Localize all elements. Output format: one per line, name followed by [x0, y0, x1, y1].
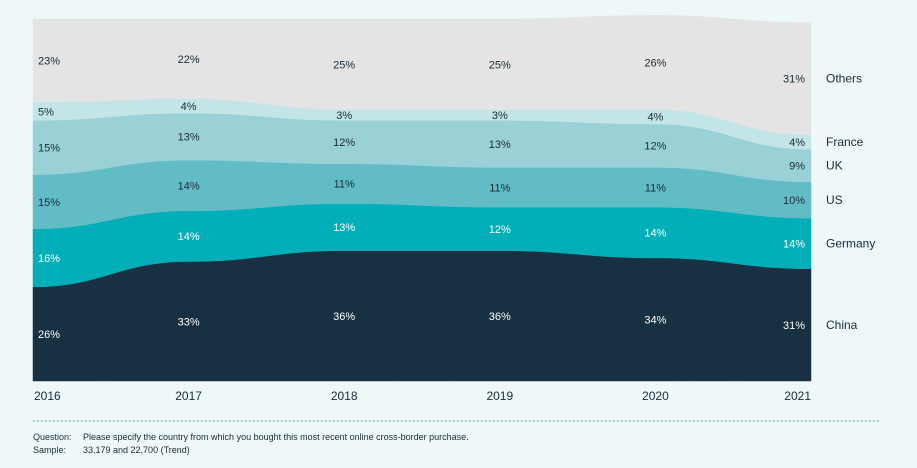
data-label-china-2021: 31% [783, 320, 805, 332]
data-label-others-2019: 25% [489, 59, 511, 71]
x-tick-2016: 2016 [34, 389, 61, 403]
data-label-france-2017: 4% [181, 101, 197, 113]
legend-uk: UK [826, 159, 843, 173]
data-label-germany-2021: 14% [783, 238, 805, 250]
data-label-others-2020: 26% [644, 57, 666, 69]
data-label-france-2021: 4% [789, 137, 805, 149]
data-label-france-2016: 5% [38, 106, 54, 118]
data-label-france-2018: 3% [336, 110, 352, 122]
data-label-us-2021: 10% [783, 195, 805, 207]
data-label-uk-2018: 12% [333, 137, 355, 149]
data-label-china-2016: 26% [38, 329, 60, 341]
area-china [32, 250, 812, 382]
area-layers [32, 15, 812, 382]
x-tick-2018: 2018 [331, 389, 358, 403]
data-label-others-2016: 23% [38, 56, 60, 68]
data-label-us-2016: 15% [38, 197, 60, 209]
data-label-germany-2020: 14% [644, 228, 666, 240]
data-label-others-2017: 22% [178, 54, 200, 66]
legend-france: France [826, 135, 864, 149]
x-tick-2021: 2021 [784, 389, 811, 403]
x-tick-2017: 2017 [175, 389, 202, 403]
data-label-uk-2016: 15% [38, 143, 60, 155]
x-tick-2019: 2019 [486, 389, 513, 403]
legend-others: Others [826, 72, 862, 86]
data-label-us-2020: 11% [645, 182, 666, 194]
data-label-germany-2017: 14% [178, 231, 200, 243]
footer-sample: Sample: 33,179 and 22,700 (Trend) [33, 444, 469, 457]
data-label-us-2017: 14% [178, 181, 200, 193]
data-label-uk-2020: 12% [644, 141, 666, 153]
sample-text: 33,179 and 22,700 (Trend) [83, 445, 190, 455]
data-label-china-2017: 33% [178, 316, 200, 328]
legend-germany: Germany [826, 236, 875, 250]
data-label-germany-2016: 16% [38, 253, 60, 265]
data-label-france-2019: 3% [492, 110, 508, 122]
data-labels: 26% 33% 36% 36% 34% 31% 16% 14% 13% 12% 14% 14% 15% 1… [38, 54, 805, 341]
data-label-china-2018: 36% [333, 311, 355, 323]
data-label-us-2018: 11% [334, 179, 355, 191]
legend-us: US [826, 193, 843, 207]
data-label-uk-2017: 13% [178, 132, 200, 144]
data-label-china-2020: 34% [644, 314, 666, 326]
question-text: Please specify the country from which yo… [83, 432, 469, 442]
data-label-germany-2019: 12% [489, 224, 511, 236]
question-key: Question: [33, 432, 72, 442]
x-tick-2020: 2020 [642, 389, 669, 403]
data-label-us-2019: 11% [489, 182, 510, 194]
data-label-uk-2019: 13% [489, 139, 511, 151]
legend: China Germany US UK France Others [826, 72, 875, 332]
sample-key: Sample: [33, 445, 67, 455]
data-label-others-2018: 25% [333, 59, 355, 71]
data-label-china-2019: 36% [489, 311, 511, 323]
data-label-uk-2021: 9% [789, 161, 805, 173]
area-others [32, 15, 812, 136]
data-label-france-2020: 4% [647, 112, 663, 124]
data-label-germany-2018: 13% [333, 222, 355, 234]
x-axis: 2016 2017 2018 2019 2020 2021 [34, 389, 811, 403]
chart-footer: Question: Please specify the country from… [33, 431, 469, 457]
footer-question: Question: Please specify the country from… [33, 431, 469, 444]
legend-china: China [826, 318, 858, 332]
data-label-others-2021: 31% [783, 74, 805, 86]
